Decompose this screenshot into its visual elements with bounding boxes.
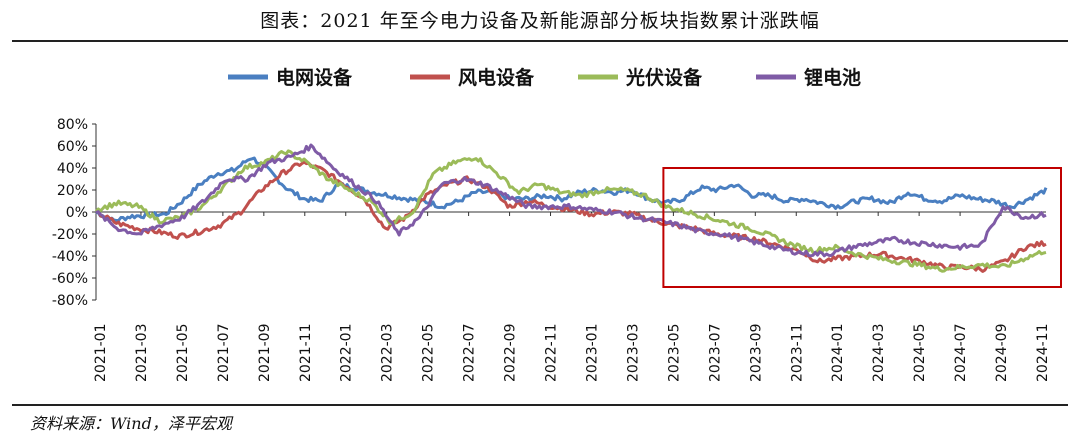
x-axis: 2021-01 2021-03 2021-05 2021-07 2021-09 2021-… [93, 211, 1051, 383]
x-tick-label: 2024-03 [871, 324, 887, 383]
x-tick-label: 2021-07 [216, 324, 232, 383]
y-tick-label: -80% [52, 293, 88, 309]
x-tick-label: 2022-11 [544, 324, 560, 383]
series-line-2 [95, 160, 1047, 273]
legend-label: 锂电池 [804, 66, 861, 89]
x-tick-label: 2022-01 [339, 324, 355, 383]
y-tick-label: -60% [52, 271, 88, 287]
x-tick-label: 2024-07 [953, 324, 969, 383]
x-tick-label: 2021-09 [257, 324, 273, 383]
x-tick-label: 2023-01 [584, 324, 600, 383]
x-tick-label: 2021-03 [134, 324, 150, 383]
x-tick-label: 2022-05 [421, 324, 437, 383]
y-tick-label: -20% [52, 227, 88, 243]
x-tick-label: 2023-03 [625, 324, 641, 383]
legend: 电网设备 风电设备 光伏设备 锂电池 [228, 66, 861, 89]
legend-label: 风电设备 [458, 66, 535, 89]
x-tick-label: 2023-11 [789, 324, 805, 383]
x-tick-label: 2023-09 [748, 324, 764, 383]
x-tick-label: 2022-09 [503, 324, 519, 383]
series-layer [94, 143, 1048, 273]
y-tick-label: 60% [57, 139, 88, 155]
top-rule [12, 40, 1068, 42]
x-tick-label: 2021-05 [175, 324, 191, 383]
x-tick-label: 2022-07 [462, 324, 478, 383]
x-tick-label: 2024-01 [830, 324, 846, 383]
x-tick-label: 2024-11 [1035, 324, 1051, 383]
source-note: 资料来源：Wind，泽平宏观 [30, 414, 232, 433]
highlight-box [662, 167, 1062, 288]
x-tick-label: 2021-11 [298, 324, 314, 383]
x-tick-label: 2024-09 [994, 324, 1010, 383]
chart-title: 图表：2021 年至今电力设备及新能源部分板块指数累计涨跌幅 [260, 10, 820, 32]
x-tick-label: 2023-05 [666, 324, 682, 383]
bottom-rule [12, 404, 1068, 406]
series-line-4 [95, 143, 1047, 258]
y-tick-label: 40% [57, 161, 88, 177]
x-tick-label: 2021-01 [93, 324, 109, 383]
legend-label: 电网设备 [276, 66, 353, 89]
x-tick-label: 2024-05 [912, 324, 928, 383]
highlight-box-layer [662, 167, 1062, 288]
series-line-3 [94, 149, 1047, 273]
y-tick-label: 20% [57, 183, 88, 199]
y-tick-label: 0% [66, 205, 88, 221]
y-axis: 80% 60% 40% 20% 0% -20% -40% -60% -80% [52, 117, 97, 309]
y-tick-label: 80% [57, 117, 88, 133]
x-tick-label: 2022-03 [380, 324, 396, 383]
y-tick-label: -40% [52, 249, 88, 265]
x-tick-label: 2023-07 [707, 324, 723, 383]
legend-label: 光伏设备 [625, 66, 703, 89]
